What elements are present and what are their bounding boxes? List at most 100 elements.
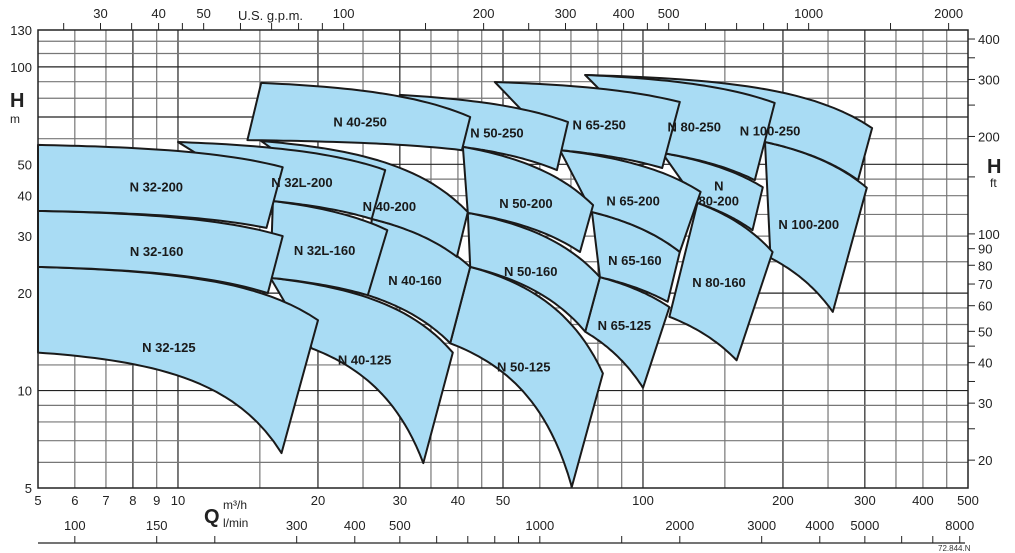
lmin-tick-label: 500 — [389, 518, 411, 533]
left-tick-label: 50 — [18, 157, 32, 172]
right-tick-label: 100 — [978, 227, 1000, 242]
right-tick-label: 90 — [978, 242, 992, 257]
region-label-line: 80-200 — [699, 193, 739, 208]
top-tick-label: 400 — [613, 6, 635, 21]
lmin-tick-label: 300 — [286, 518, 308, 533]
right-tick-label: 60 — [978, 299, 992, 314]
pump-region — [584, 276, 671, 389]
pump-region — [493, 81, 681, 169]
chart-code: 72.844.N — [938, 544, 971, 553]
left-tick-label: 130 — [10, 23, 32, 38]
right-tick-label: 70 — [978, 277, 992, 292]
right-tick-label: 30 — [978, 396, 992, 411]
left-tick-label: 100 — [10, 60, 32, 75]
pump-region — [461, 145, 595, 253]
bottom-tick-label: 50 — [496, 493, 510, 508]
region-label: N 40-200 — [363, 199, 416, 214]
region-label: N 50-160 — [504, 264, 557, 279]
pump-region — [449, 265, 604, 488]
bottom-tick-label: 20 — [311, 493, 325, 508]
region-label: N 65-160 — [608, 253, 661, 268]
top-tick-label: 40 — [151, 6, 165, 21]
region-label: N 80-250 — [667, 120, 720, 135]
region-label: N 32-125 — [142, 340, 195, 355]
lmin-tick-label: 2000 — [665, 518, 694, 533]
pump-region — [37, 143, 284, 229]
region-label: N 40-250 — [333, 115, 386, 130]
right-tick-label: 200 — [978, 129, 1000, 144]
lmin-tick-label: 400 — [344, 518, 366, 533]
top-tick-label: 500 — [658, 6, 680, 21]
top-tick-label: 1000 — [794, 6, 823, 21]
lmin-tick-label: 8000 — [945, 518, 974, 533]
right-tick-label: 400 — [978, 32, 1000, 47]
bottom-tick-label: 200 — [772, 493, 794, 508]
right-axis-unit: ft — [990, 176, 997, 190]
left-axis-symbol: H — [10, 90, 24, 112]
right-tick-label: 80 — [978, 258, 992, 273]
plot-frame — [37, 29, 969, 489]
right-axis-symbol: H — [987, 156, 1001, 178]
right-tick-label: 50 — [978, 324, 992, 339]
pump-regions — [37, 74, 874, 488]
right-tick-label: 20 — [978, 453, 992, 468]
region-label: N 32-160 — [130, 244, 183, 259]
region-label: N 80-160 — [692, 275, 745, 290]
pump-region — [559, 149, 702, 253]
left-tick-label: 20 — [18, 286, 32, 301]
bottom-tick-label: 6 — [71, 493, 78, 508]
q-symbol: Q — [204, 506, 220, 528]
region-label: N 40-125 — [338, 352, 391, 367]
left-tick-label: 10 — [18, 384, 32, 399]
bottom-tick-label: 5 — [34, 493, 41, 508]
bottom-tick-label: 8 — [129, 493, 136, 508]
region-label-line: N — [714, 178, 723, 193]
lmin-tick-label: 3000 — [747, 518, 776, 533]
pump-region — [466, 211, 601, 333]
top-tick-label: 300 — [555, 6, 577, 21]
right-tick-label: 300 — [978, 72, 1000, 87]
top-tick-label: 30 — [93, 6, 107, 21]
region-label: N 80-200 — [699, 178, 739, 208]
bottom-tick-label: 500 — [957, 493, 979, 508]
region-label: N 100-250 — [740, 123, 801, 138]
lmin-unit: l/min — [223, 516, 248, 530]
region-label: N 32L-200 — [271, 175, 332, 190]
left-tick-label: 5 — [25, 481, 32, 496]
top-axis-unit: U.S. g.p.m. — [238, 8, 303, 23]
left-axis-unit: m — [10, 112, 20, 126]
region-label: N 65-250 — [572, 118, 625, 133]
region-label: N 50-125 — [497, 360, 550, 375]
lmin-tick-label: 5000 — [850, 518, 879, 533]
bottom-tick-label: 30 — [393, 493, 407, 508]
top-tick-label: 50 — [196, 6, 210, 21]
lmin-tick-label: 100 — [64, 518, 86, 533]
bottom-tick-label: 10 — [171, 493, 185, 508]
region-label: N 65-125 — [598, 318, 651, 333]
lmin-tick-label: 150 — [146, 518, 168, 533]
region-label: N 100-200 — [778, 217, 839, 232]
pump-region — [269, 200, 389, 297]
top-tick-label: 200 — [473, 6, 495, 21]
bottom-tick-label: 9 — [153, 493, 160, 508]
region-label: N 40-160 — [388, 273, 441, 288]
top-tick-label: 2000 — [934, 6, 963, 21]
region-label: N 50-200 — [499, 196, 552, 211]
bottom-tick-label: 7 — [102, 493, 109, 508]
bottom-tick-label: 400 — [912, 493, 934, 508]
region-labels: N 100-200 N 100-250 N 80-160 N 80-200 N 80-25… — [130, 115, 840, 375]
pump-region — [246, 81, 472, 152]
bottom-tick-label: 100 — [632, 493, 654, 508]
lmin-tick-label: 1000 — [525, 518, 554, 533]
bottom-tick-label: 40 — [451, 493, 465, 508]
m3h-unit: m³/h — [223, 498, 247, 512]
bottom-tick-label: 300 — [854, 493, 876, 508]
top-tick-label: 100 — [333, 6, 355, 21]
region-label: N 65-200 — [606, 194, 659, 209]
lmin-tick-label: 4000 — [805, 518, 834, 533]
region-label: N 32L-160 — [294, 243, 355, 258]
left-tick-label: 30 — [18, 229, 32, 244]
axes: 5102030405010013020304050607080901002003… — [10, 6, 1000, 544]
region-label: N 32-200 — [130, 180, 183, 195]
